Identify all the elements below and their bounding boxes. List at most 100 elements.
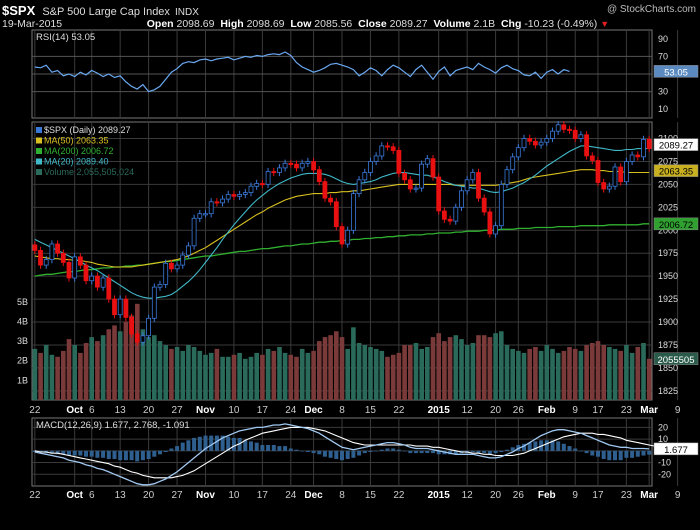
volume-bar: [555, 352, 561, 400]
macd-histogram-bar: [544, 440, 549, 451]
macd-histogram-bar: [379, 449, 384, 451]
price-tick-label: 1925: [658, 294, 678, 304]
macd-histogram-bar: [647, 450, 652, 455]
x-axis-label-bottom: Nov: [196, 490, 215, 501]
x-axis-label: Oct: [66, 405, 83, 416]
candle-body: [89, 275, 95, 282]
candle-body: [555, 124, 561, 132]
volume-bar: [226, 356, 231, 400]
ma20-line: [34, 145, 650, 299]
macd-histogram-bar: [61, 450, 66, 455]
volume-bar: [322, 337, 328, 400]
macd-histogram-bar: [402, 450, 407, 452]
volume-bar: [112, 325, 117, 400]
macd-histogram-bar: [453, 450, 458, 455]
macd-histogram-bar: [556, 441, 561, 451]
candle-body: [157, 283, 163, 288]
candle-body: [55, 243, 60, 254]
candle-body: [356, 179, 362, 195]
candle-body: [453, 206, 459, 222]
candle-body: [618, 166, 624, 183]
candle-body: [203, 213, 208, 216]
volume-tick-label: 2B: [17, 356, 28, 366]
macd-histogram-bar: [505, 449, 509, 451]
volume-bar: [152, 335, 157, 400]
price-tick-label: 2025: [658, 202, 678, 212]
macd-histogram-bar: [266, 445, 271, 451]
volume-bar: [413, 343, 419, 400]
candle-body: [646, 138, 652, 149]
macd-histogram-bar: [197, 436, 202, 451]
volume-bar: [106, 329, 112, 400]
macd-histogram-bar: [158, 450, 162, 455]
x-axis-label: 13: [115, 405, 127, 416]
volume-bar: [470, 343, 476, 400]
x-axis-label-bottom: 9: [572, 490, 578, 501]
candle-body: [140, 335, 146, 343]
macd-histogram-bar: [67, 450, 71, 456]
macd-histogram-bar: [573, 448, 578, 451]
macd-histogram-bar: [146, 450, 151, 459]
macd-histogram-bar: [271, 445, 276, 451]
macd-histogram-bar: [283, 446, 288, 451]
macd-histogram-bar: [129, 450, 134, 461]
volume-bar: [157, 341, 163, 400]
candle-body: [544, 138, 550, 143]
candle-body: [123, 298, 129, 318]
macd-histogram-bar: [470, 450, 475, 452]
macd-histogram-bar: [152, 450, 157, 457]
x-axis-label: 6: [89, 405, 95, 416]
volume-last-value-box: [653, 352, 699, 365]
volume-bar: [356, 343, 362, 400]
volume-bar: [294, 356, 299, 400]
macd-histogram-bar: [493, 450, 498, 454]
macd-tick-label: -20: [658, 469, 671, 479]
macd-histogram-bar: [180, 442, 185, 451]
macd-histogram-bar: [431, 450, 435, 454]
macd-histogram-bar: [408, 450, 413, 454]
macd-histogram-bar: [118, 450, 123, 461]
change-label: Chg: [500, 18, 522, 30]
candle-body: [311, 161, 317, 171]
candle-body: [134, 333, 140, 343]
candle-body: [43, 259, 49, 266]
candle-body: [504, 169, 510, 185]
candle-body: [214, 201, 220, 204]
macd-histogram-bar: [635, 450, 640, 457]
candle-body: [601, 182, 607, 190]
x-axis-label: 9: [675, 405, 681, 416]
candle-body: [316, 169, 322, 182]
volume-bar: [254, 352, 259, 400]
volume-bar: [476, 335, 481, 400]
x-axis-label: 22: [393, 405, 405, 416]
volume-bar: [373, 348, 379, 400]
candle-body: [550, 130, 555, 139]
x-axis-label-bottom: 27: [171, 490, 183, 501]
x-axis-label-bottom: Oct: [66, 490, 83, 501]
index-name: S&P 500 Large Cap Index: [42, 6, 170, 18]
candle-body: [66, 261, 72, 279]
candle-body: [641, 138, 646, 158]
candle-body: [146, 317, 152, 337]
volume-bar: [504, 345, 510, 400]
candle-body: [413, 187, 419, 190]
macd-histogram-bar: [533, 441, 538, 451]
macd-histogram-bar: [374, 450, 379, 452]
close-last-value-box: [653, 138, 699, 151]
volume-bar: [390, 354, 396, 400]
volume-bar: [237, 352, 242, 400]
macd-histogram-bar: [89, 450, 94, 457]
macd-histogram-bar: [487, 450, 492, 455]
candle-body: [60, 252, 66, 263]
candle-body: [72, 256, 78, 279]
macd-histogram-bar: [328, 450, 333, 458]
price-legend-item: MA(20) 2089.40: [44, 157, 109, 167]
volume-bar: [43, 345, 49, 400]
candle-body: [220, 198, 226, 204]
candle-body: [379, 145, 385, 157]
candle-body: [527, 138, 533, 142]
x-axis-label-bottom: 17: [257, 490, 269, 501]
x-axis-label: 17: [592, 405, 604, 416]
candle-body: [282, 162, 288, 169]
macd-histogram-bar: [305, 450, 310, 452]
